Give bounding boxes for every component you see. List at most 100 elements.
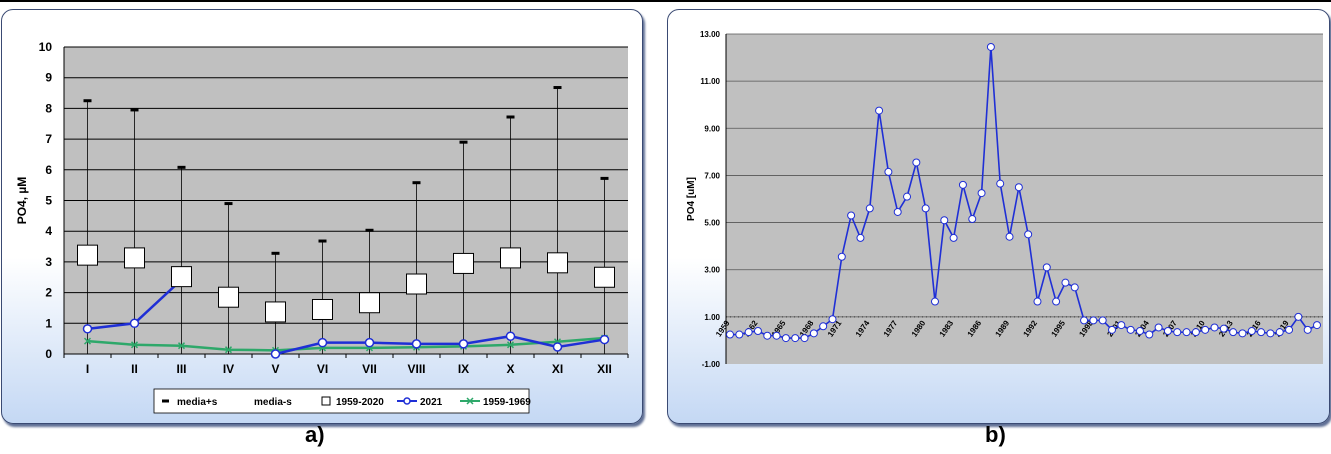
- y-tick-label: 6: [45, 163, 52, 177]
- series-1959-1969-point: [177, 342, 186, 350]
- series-po4-point: [1266, 329, 1275, 338]
- series-po4-point: [986, 42, 995, 51]
- x-tick-label: VI: [317, 362, 328, 376]
- series-1959-2020-point: [124, 247, 145, 269]
- series-po4-point: [1257, 328, 1266, 337]
- series-1959-2020-point: [312, 298, 333, 320]
- series-po4-point: [875, 106, 884, 115]
- series-po4-point: [1135, 327, 1144, 335]
- series-po4-point: [1042, 263, 1051, 272]
- series-po4-point: [1210, 323, 1219, 332]
- series-po4-point: [1275, 328, 1284, 337]
- series-po4-point: [1294, 312, 1303, 321]
- series-po4-point: [1219, 324, 1228, 333]
- x-tick-label: I: [86, 362, 89, 376]
- series-1959-1969-line: [87, 336, 605, 352]
- legend-label: 1959-1969: [483, 397, 531, 408]
- series-po4-point: [1313, 321, 1321, 330]
- series-1959-2020-point: [547, 252, 568, 274]
- series-po4-point: [1089, 316, 1098, 325]
- series-po4-point: [940, 216, 949, 225]
- y-tick-label: 11.00: [700, 77, 720, 86]
- y-tick-label: 1.00: [704, 313, 720, 322]
- legend-label: 2021: [420, 397, 443, 408]
- y-tick-label: 9.00: [704, 124, 720, 133]
- series-2021-point: [505, 331, 516, 341]
- series-2021-point: [82, 324, 93, 334]
- series-po4-point: [893, 207, 902, 216]
- series-po4-point: [1117, 321, 1126, 330]
- y-tick-label: 4: [45, 224, 52, 238]
- series-po4-point: [1005, 232, 1014, 241]
- series-1959-1969-point: [506, 341, 515, 349]
- series-po4-line: [730, 46, 1318, 339]
- series-po4-point: [772, 331, 781, 340]
- series-po4-point: [996, 179, 1005, 188]
- series-po4-point: [781, 334, 790, 343]
- series-po4-point: [847, 211, 856, 220]
- x-tick-label: VIII: [407, 362, 425, 376]
- series-po4-point: [1070, 283, 1079, 292]
- y-tick-label: -1.00: [702, 360, 721, 369]
- series-po4-point: [1173, 328, 1182, 337]
- series-1959-2020-point: [594, 266, 615, 288]
- series-2021-point: [458, 339, 469, 349]
- series-po4-point: [1024, 230, 1033, 239]
- series-po4-point: [1126, 325, 1135, 334]
- series-po4-point: [912, 158, 921, 167]
- y-tick-label: 9: [45, 71, 52, 85]
- series-1959-2020-point: [359, 292, 380, 314]
- series-2021-point: [270, 349, 281, 359]
- y-tick-label: 3.00: [704, 266, 720, 275]
- series-1959-2020-point: [218, 286, 239, 308]
- series-po4-point: [1191, 328, 1200, 337]
- series-po4-point: [977, 189, 986, 198]
- series-1959-2020-point: [171, 266, 192, 288]
- series-po4-point: [1061, 278, 1070, 287]
- series-1959-2020-point: [500, 247, 521, 269]
- series-po4-point: [1098, 316, 1107, 325]
- x-tick-label: V: [271, 362, 279, 376]
- series-2021-point: [599, 334, 610, 345]
- plot-area: [726, 34, 1323, 364]
- series-1959-1969-point: [224, 346, 233, 354]
- series-po4-point: [903, 192, 912, 201]
- series-po4-point: [809, 329, 818, 338]
- series-po4-point: [726, 330, 734, 339]
- legend-label: media-s: [254, 397, 292, 408]
- series-po4-point: [837, 252, 846, 261]
- series-po4-point: [865, 204, 874, 213]
- y-tick-label: 13.00: [700, 30, 721, 39]
- series-1959-1969-point: [130, 341, 139, 349]
- x-tick-label: III: [176, 362, 186, 376]
- y-tick-label: 0: [45, 347, 52, 361]
- x-tick-label: X: [506, 362, 514, 376]
- legend-marker-2021-point: [403, 397, 411, 405]
- series-po4-point: [1201, 325, 1210, 334]
- x-tick-label: II: [131, 362, 138, 376]
- series-po4-point: [1014, 183, 1023, 192]
- series-po4-point: [958, 180, 967, 189]
- series-po4-point: [763, 331, 772, 340]
- series-2021-point: [317, 337, 328, 348]
- series-po4-point: [1229, 328, 1238, 337]
- x-tick-label: XI: [552, 362, 563, 376]
- legend-label: media+s: [177, 397, 218, 408]
- y-tick-label: 7: [45, 132, 52, 146]
- x-tick-label: XII: [597, 362, 612, 376]
- top-border-line: [0, 0, 1331, 2]
- y-axis-label: PO4, µM: [15, 177, 29, 225]
- caption-a: a): [305, 422, 325, 447]
- series-2021-point: [129, 318, 140, 329]
- x-tick-label: IV: [223, 362, 234, 376]
- series-po4-point: [949, 233, 958, 242]
- series-1959-2020-point: [265, 301, 286, 323]
- series-po4-point: [921, 204, 930, 213]
- legend-label: 1959-2020: [336, 397, 384, 408]
- series-po4-point: [856, 233, 865, 242]
- series-po4-point: [1052, 297, 1061, 306]
- series-po4-point: [828, 315, 837, 324]
- y-tick-label: 10: [39, 40, 53, 54]
- series-2021-point: [552, 342, 563, 352]
